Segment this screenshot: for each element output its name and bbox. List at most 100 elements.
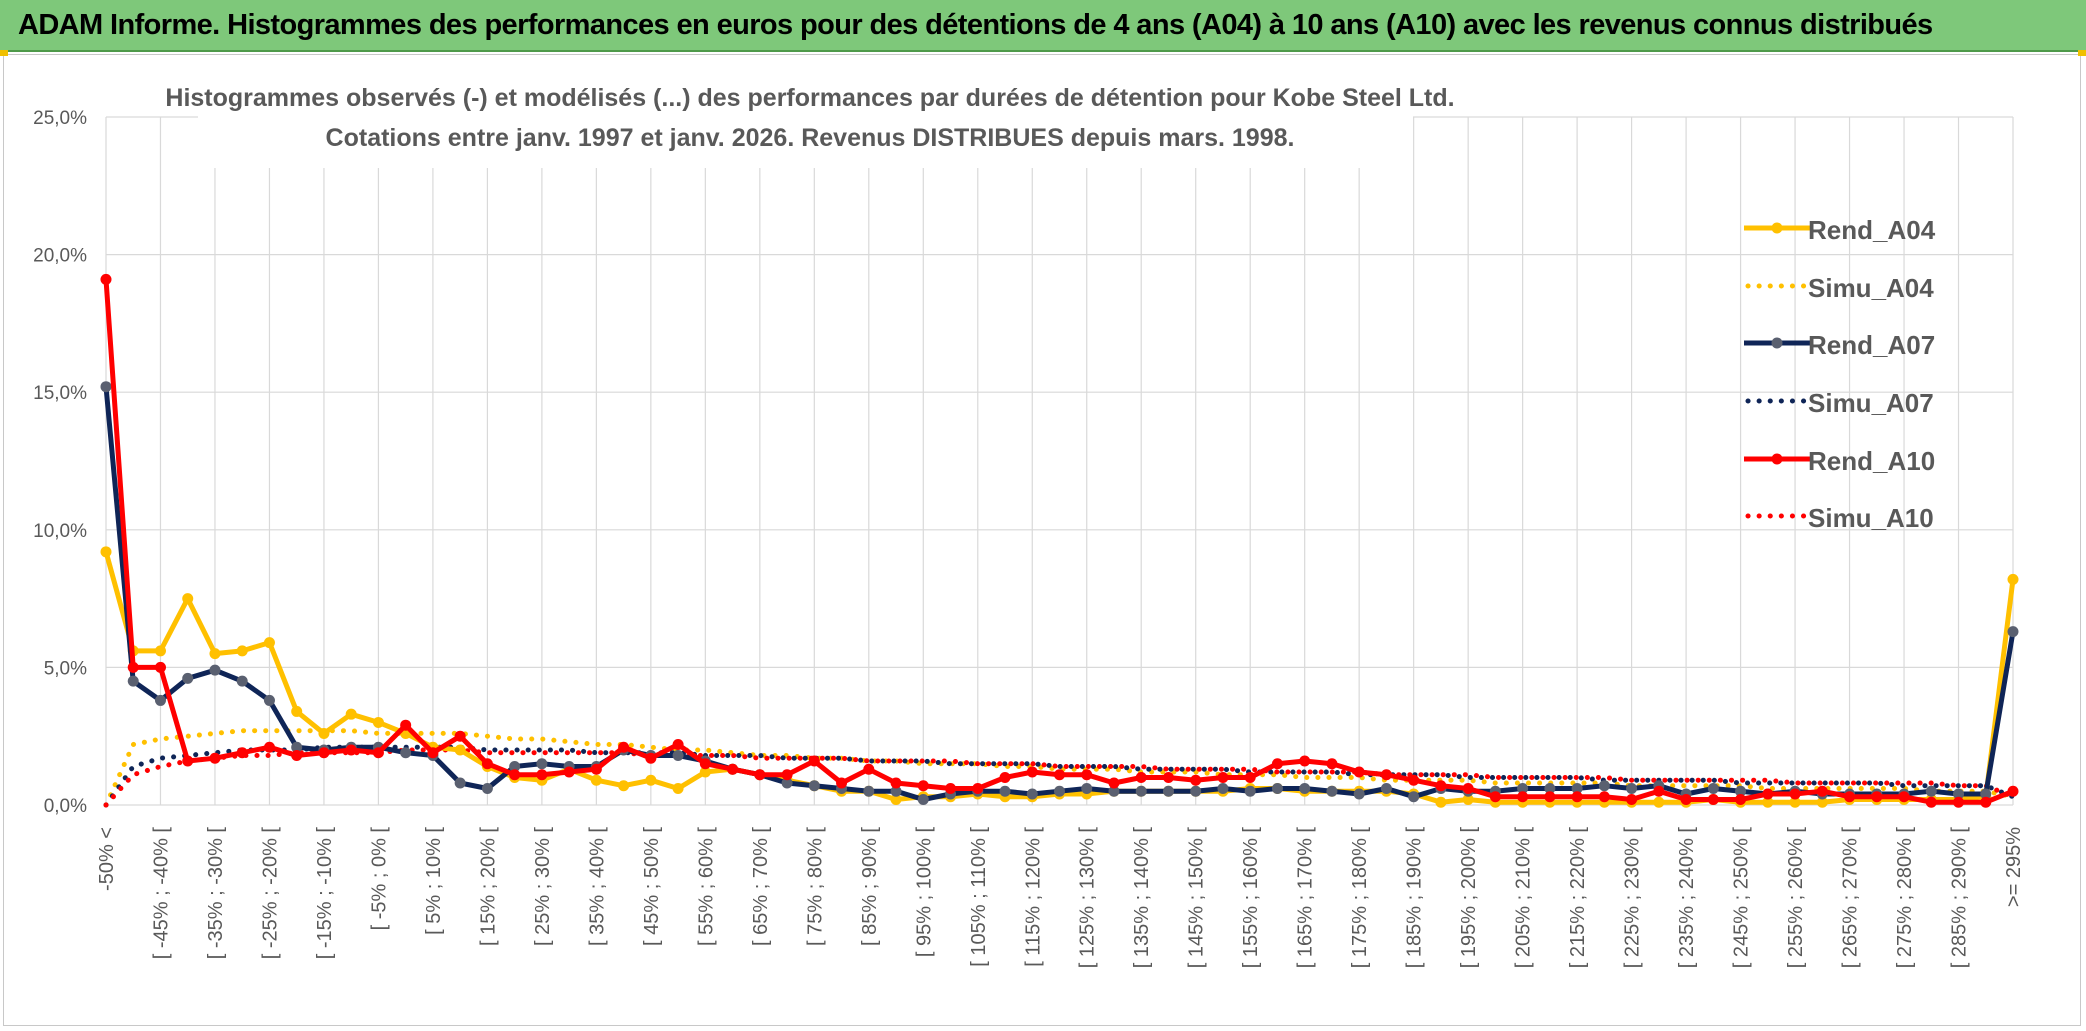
series-line	[103, 744, 2016, 808]
y-tick-label: 10,0%	[33, 521, 87, 542]
data-point	[1789, 788, 1801, 800]
data-point	[1135, 785, 1147, 797]
legend-label: Simu_A07	[1808, 388, 1934, 419]
data-point	[836, 777, 848, 789]
x-tick-label: [ 205% ; 210% [	[1513, 827, 1535, 969]
data-point	[1244, 771, 1256, 783]
data-point	[917, 780, 929, 792]
x-tick-label: [ 245% ; 250% [	[1731, 827, 1753, 969]
y-tick-label: 0,0%	[44, 796, 87, 817]
data-point	[1898, 791, 1910, 803]
data-point	[209, 664, 221, 676]
data-point	[1598, 791, 1610, 803]
x-tick-label: [ 175% ; 180% [	[1349, 827, 1371, 969]
series-group	[100, 273, 2019, 808]
x-tick-label: [ 105% ; 110% [	[968, 827, 990, 967]
data-point	[1489, 791, 1501, 803]
gridlines	[105, 116, 2014, 806]
data-point	[454, 730, 466, 742]
x-tick-label: >= 295%	[2003, 827, 2025, 907]
data-point	[1598, 780, 1610, 792]
data-point	[481, 782, 493, 794]
data-point	[890, 777, 902, 789]
data-point	[808, 780, 820, 792]
data-point	[1517, 782, 1529, 794]
data-point	[1762, 788, 1774, 800]
chart-frame	[3, 54, 2081, 1026]
data-point	[945, 782, 957, 794]
data-point	[1380, 769, 1392, 781]
x-tick-label: [ 235% ; 240% [	[1676, 827, 1698, 969]
data-point	[699, 766, 711, 778]
y-tick-label: 15,0%	[33, 383, 87, 404]
data-point	[1816, 785, 1828, 797]
data-point	[1462, 793, 1474, 805]
data-point	[1081, 769, 1093, 781]
x-tick-label: [ 145% ; 150% [	[1186, 827, 1208, 969]
data-point	[727, 763, 739, 775]
data-point	[1571, 782, 1583, 794]
data-point	[618, 780, 630, 792]
legend-item-Rend_A07: Rend_A07	[1735, 320, 1985, 378]
x-tick-label: [ 135% ; 140% [	[1131, 827, 1153, 969]
data-point	[345, 744, 357, 756]
x-tick-label: [ 45% ; 50% [	[641, 827, 663, 946]
banner-title: ADAM Informe. Histogrammes des performan…	[18, 9, 1933, 41]
data-point	[154, 661, 166, 673]
legend-item-Simu_A10: Simu_A10	[1735, 493, 1985, 551]
data-point	[754, 769, 766, 781]
data-point	[427, 747, 439, 759]
legend-label: Rend_A04	[1808, 215, 1936, 245]
series-line	[103, 728, 2016, 808]
x-tick-label: [ 195% ; 200% [	[1458, 827, 1480, 969]
data-point	[263, 741, 275, 753]
x-tick-label: [ 85% ; 90% [	[859, 827, 881, 946]
x-axis-ticks: -50% < [ -45% ; -40% [[ -35% ; -30% [[ -2…	[96, 827, 2025, 969]
x-tick-label: [ 275% ; 280% [	[1894, 827, 1916, 969]
data-point	[1026, 766, 1038, 778]
x-tick-label: [ 215% ; 220% [	[1567, 827, 1589, 969]
data-point	[1054, 769, 1065, 781]
data-point	[645, 752, 657, 764]
data-point	[2007, 785, 2019, 797]
data-point	[590, 774, 602, 786]
data-point	[100, 273, 112, 285]
x-tick-label: [ 265% ; 270% [	[1840, 827, 1862, 969]
data-point	[1816, 796, 1828, 808]
data-point	[618, 741, 630, 753]
data-point	[182, 672, 194, 684]
data-point	[263, 694, 275, 706]
data-point	[1626, 782, 1638, 794]
y-tick-label: 25,0%	[33, 108, 87, 129]
legend-label: Simu_A04	[1808, 272, 1934, 303]
data-point	[781, 769, 793, 781]
legend-label: Rend_A07	[1808, 330, 1936, 361]
data-point	[291, 705, 303, 717]
data-point	[1162, 785, 1174, 797]
legend-label: Simu_A10	[1808, 503, 1934, 534]
data-point	[1435, 796, 1447, 808]
data-point	[1925, 785, 1937, 797]
series-Simu_A07	[103, 744, 2016, 808]
data-point	[999, 771, 1011, 783]
data-point	[291, 749, 303, 761]
legend-swatch	[1744, 222, 1810, 234]
x-tick-label: [ 185% ; 190% [	[1404, 827, 1426, 969]
x-tick-label: [ 255% ; 260% [	[1785, 827, 1807, 969]
series-Simu_A04	[103, 728, 2016, 808]
corner-mark-right	[2078, 50, 2086, 56]
x-tick-label: -50% <	[96, 827, 118, 891]
legend-item-Simu_A07: Simu_A07	[1735, 378, 1985, 436]
data-point	[1789, 796, 1801, 808]
series-line	[103, 747, 2016, 808]
data-point	[400, 747, 412, 759]
data-point	[372, 747, 384, 759]
data-point	[182, 593, 194, 605]
data-point	[372, 716, 384, 728]
data-point	[154, 645, 166, 657]
data-point	[1299, 755, 1311, 767]
x-tick-label: [ -5% ; 0% [	[368, 827, 390, 931]
x-tick-label: [ 35% ; 40% [	[586, 827, 608, 946]
data-point	[536, 769, 548, 781]
